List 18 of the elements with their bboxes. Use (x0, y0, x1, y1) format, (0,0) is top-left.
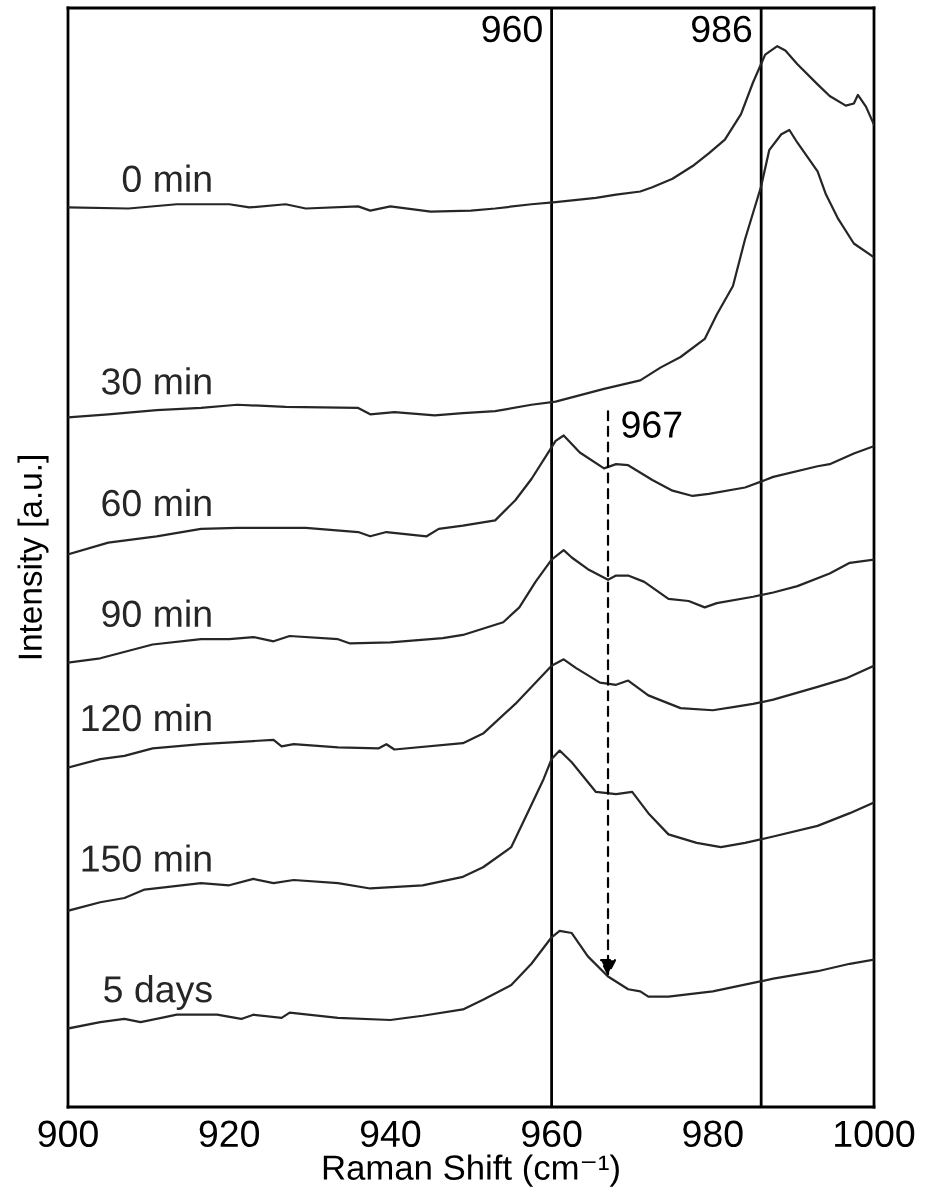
x-axis-title: Raman Shift (cm⁻¹) (323, 1154, 619, 1187)
series-label: 90 min (102, 599, 211, 628)
x-tick-label: 960 (522, 1120, 582, 1148)
series-label: 30 min (101, 367, 211, 395)
series-label: 150 min (82, 844, 211, 872)
series-label: 120 min (82, 703, 211, 732)
series-label: 60 min (102, 488, 211, 517)
annotation: 967 (622, 411, 682, 438)
ref-line-label: 986 (692, 15, 752, 43)
x-tick-label: 980 (683, 1120, 743, 1148)
ref-line-label: 960 (482, 15, 542, 43)
x-tick-label: 900 (38, 1120, 98, 1148)
y-axis-title: Intensity [a.u.] (17, 456, 49, 659)
series-label: 5 days (104, 975, 212, 1010)
x-tick-label: 1000 (835, 1120, 915, 1148)
x-tick-label: 940 (360, 1120, 421, 1148)
series-label: 0 min (122, 164, 211, 193)
x-tick-label: 920 (199, 1120, 260, 1148)
